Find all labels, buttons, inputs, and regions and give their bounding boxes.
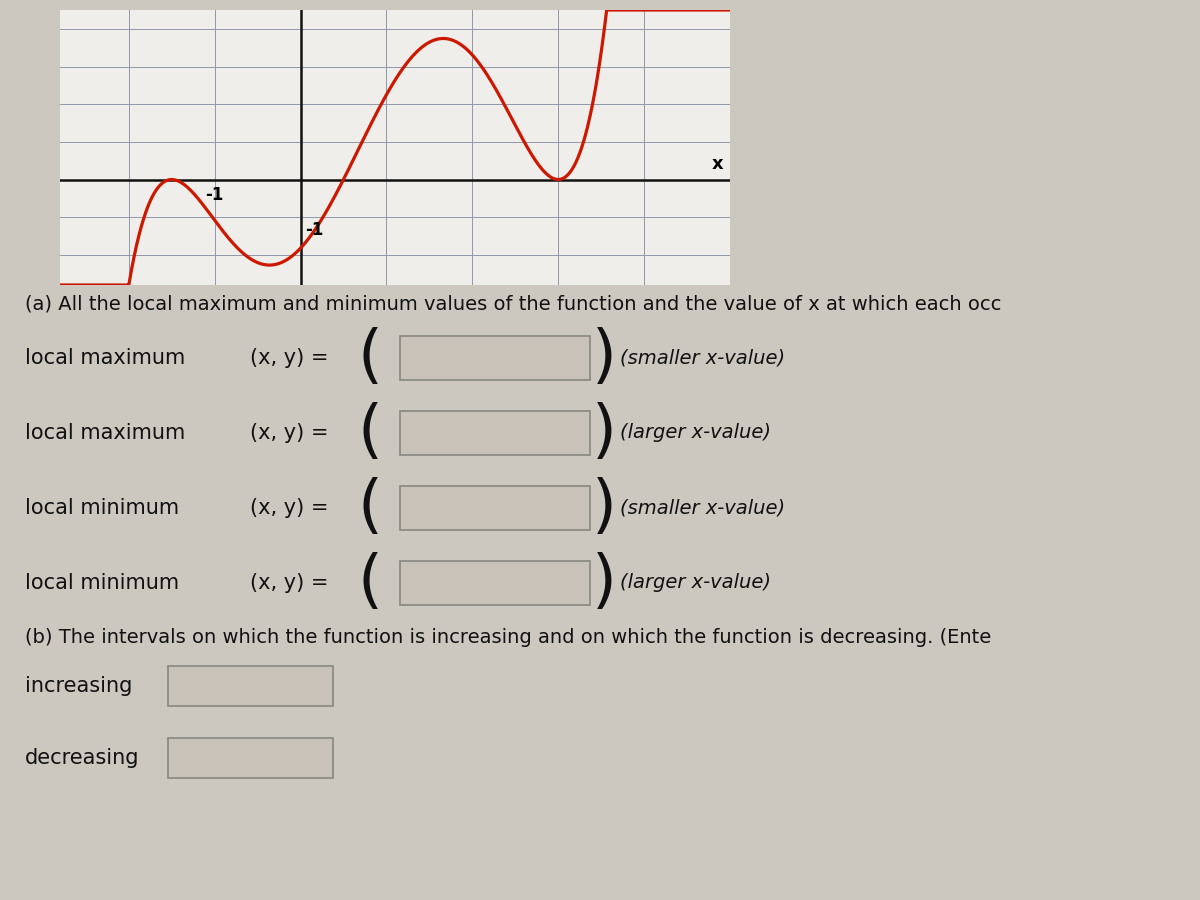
Text: (a) All the local maximum and minimum values of the function and the value of x : (a) All the local maximum and minimum va…	[25, 295, 1001, 314]
Text: local minimum: local minimum	[25, 573, 179, 593]
Text: local minimum: local minimum	[25, 498, 179, 518]
Text: (b) The intervals on which the function is increasing and on which the function : (b) The intervals on which the function …	[25, 628, 991, 647]
Text: x: x	[712, 155, 722, 173]
Text: (smaller x-value): (smaller x-value)	[620, 348, 785, 367]
Text: local maximum: local maximum	[25, 348, 185, 368]
Text: increasing: increasing	[25, 676, 132, 696]
Text: (larger x-value): (larger x-value)	[620, 573, 772, 592]
Text: -1: -1	[305, 221, 323, 239]
FancyBboxPatch shape	[400, 486, 590, 530]
FancyBboxPatch shape	[168, 666, 334, 706]
Text: (x, y) =: (x, y) =	[250, 498, 329, 518]
Text: decreasing: decreasing	[25, 748, 139, 768]
Text: (larger x-value): (larger x-value)	[620, 424, 772, 443]
Text: (: (	[358, 552, 383, 614]
Text: (x, y) =: (x, y) =	[250, 573, 329, 593]
Text: ): )	[592, 552, 617, 614]
Text: ): )	[592, 402, 617, 464]
Text: ): )	[592, 327, 617, 389]
Text: local maximum: local maximum	[25, 423, 185, 443]
FancyBboxPatch shape	[400, 336, 590, 380]
Text: -1: -1	[205, 186, 224, 204]
Text: (x, y) =: (x, y) =	[250, 348, 329, 368]
Text: (x, y) =: (x, y) =	[250, 423, 329, 443]
FancyBboxPatch shape	[400, 411, 590, 455]
FancyBboxPatch shape	[168, 738, 334, 778]
Text: ): )	[592, 477, 617, 539]
Text: (: (	[358, 327, 383, 389]
Text: (: (	[358, 402, 383, 464]
Text: (: (	[358, 477, 383, 539]
FancyBboxPatch shape	[400, 561, 590, 605]
Text: (smaller x-value): (smaller x-value)	[620, 499, 785, 517]
